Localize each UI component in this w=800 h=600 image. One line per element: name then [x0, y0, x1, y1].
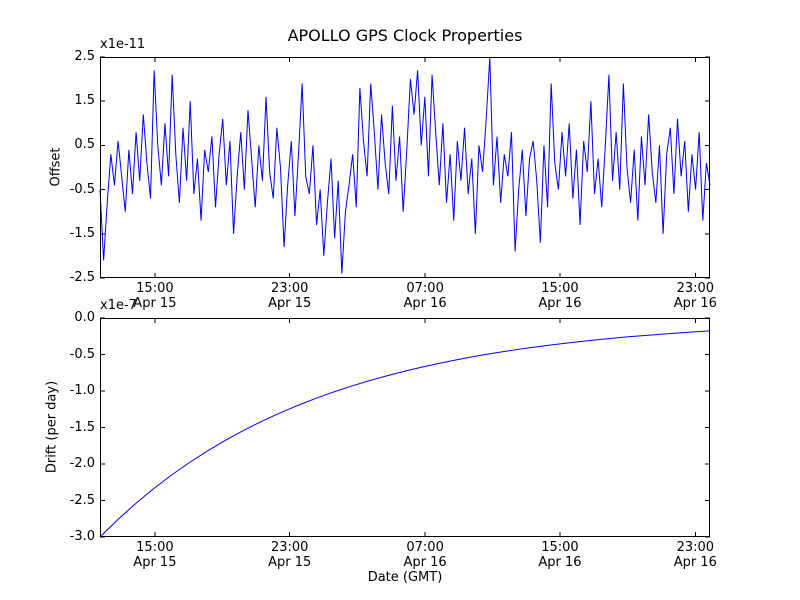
- y-tick-label: -0.5: [69, 346, 95, 362]
- x-tick-label: 23:00 Apr 15: [268, 540, 311, 570]
- x-tick-date: Apr 16: [673, 296, 717, 311]
- y-tick-label: -1.0: [69, 383, 95, 398]
- drift-axes-border: [100, 318, 710, 537]
- x-tick-time: 23:00: [270, 540, 309, 555]
- y-tick-label: 0.5: [74, 137, 95, 153]
- x-tick-time: 07:00: [406, 540, 444, 555]
- x-tick-date: Apr 15: [268, 296, 312, 311]
- x-tick-label: 23:00 Apr 15: [268, 281, 311, 311]
- drift-y-scale-label: x1e-7: [100, 298, 137, 313]
- y-tick-label: -0.5: [69, 181, 95, 197]
- x-tick-label: 15:00 Apr 15: [133, 281, 176, 311]
- x-tick-date: Apr 15: [133, 555, 177, 570]
- chart-title: APOLLO GPS Clock Properties: [287, 26, 523, 45]
- y-tick-label: 2.5: [74, 49, 95, 64]
- drift-subplot: 15:00 Apr 15 23:00 Apr 15 07:00 Apr 16 15:00 Ap…: [70, 310, 717, 570]
- x-tick-time: 07:00: [406, 281, 444, 296]
- x-tick-time: 15:00: [136, 281, 174, 296]
- x-tick-label: 15:00 Apr 16: [538, 281, 581, 311]
- drift-series-line: [99, 330, 711, 538]
- x-tick-label: 23:00 Apr 16: [674, 281, 717, 311]
- y-tick-label: -2.5: [69, 270, 95, 285]
- x-tick-date: Apr 16: [538, 555, 582, 570]
- y-tick-label: -3.0: [69, 529, 95, 544]
- drift-plot-canvas: [99, 317, 711, 538]
- x-tick-time: 15:00: [136, 540, 174, 555]
- offset-y-scale-label: x1e-11: [100, 37, 146, 52]
- x-axis-label: Date (GMT): [367, 570, 443, 585]
- x-tick-date: Apr 16: [403, 555, 447, 570]
- x-tick-time: 23:00: [270, 281, 309, 296]
- offset-axes-border: [100, 57, 710, 278]
- x-tick-label: 07:00 Apr 16: [404, 540, 447, 570]
- offset-plot-canvas: [99, 56, 711, 279]
- offset-subplot: 15:00 Apr 15 23:00 Apr 15 07:00 Apr 16 15:00 Ap…: [70, 49, 717, 311]
- y-tick-label: -1.5: [69, 419, 95, 435]
- x-tick-date: Apr 15: [268, 555, 312, 570]
- x-tick-date: Apr 16: [673, 555, 717, 570]
- x-tick-date: Apr 15: [133, 296, 177, 311]
- x-tick-time: 23:00: [676, 281, 715, 296]
- x-tick-label: 15:00 Apr 15: [133, 540, 176, 570]
- x-tick-date: Apr 16: [403, 296, 447, 311]
- y-tick-label: 0.0: [74, 310, 95, 325]
- x-tick-time: 23:00: [676, 540, 715, 555]
- y-tick-label: 1.5: [74, 93, 95, 109]
- y-tick-label: -2.0: [69, 456, 95, 471]
- x-tick-time: 15:00: [541, 540, 579, 555]
- x-tick-date: Apr 16: [538, 296, 582, 311]
- offset-series-line: [99, 56, 711, 274]
- y-tick-label: -2.5: [69, 492, 95, 508]
- x-tick-label: 15:00 Apr 16: [538, 540, 581, 570]
- x-tick-label: 23:00 Apr 16: [674, 540, 717, 570]
- x-tick-time: 15:00: [541, 281, 579, 296]
- y-tick-label: -1.5: [69, 225, 95, 241]
- x-tick-label: 07:00 Apr 16: [404, 281, 447, 311]
